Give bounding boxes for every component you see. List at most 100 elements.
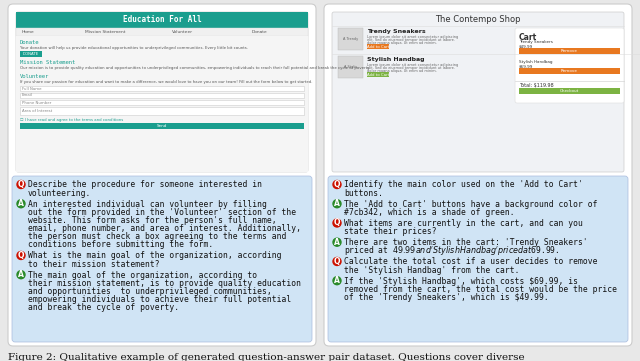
- Text: $69.99: $69.99: [519, 64, 533, 68]
- Text: email, phone number, and area of interest. Additionally,: email, phone number, and area of interes…: [28, 224, 301, 233]
- Text: elit. Sed do eiusmod tempor incididunt ut labore.: elit. Sed do eiusmod tempor incididunt u…: [367, 66, 455, 70]
- Text: What items are currently in the cart, and can you: What items are currently in the cart, an…: [344, 219, 583, 228]
- FancyBboxPatch shape: [8, 4, 316, 346]
- Text: removed from the cart, the total cost would be the price: removed from the cart, the total cost wo…: [344, 285, 617, 294]
- Bar: [367, 72, 389, 77]
- Text: If you share our passion for education and want to make a difference, we would l: If you share our passion for education a…: [20, 80, 312, 84]
- FancyBboxPatch shape: [328, 176, 628, 342]
- Text: The Contempo Shop: The Contempo Shop: [435, 16, 521, 25]
- Text: conditions before submitting the form.: conditions before submitting the form.: [28, 240, 213, 249]
- Circle shape: [17, 200, 25, 208]
- Text: Calculate the total cost if a user decides to remove: Calculate the total cost if a user decid…: [344, 257, 598, 266]
- Text: A: A: [334, 276, 340, 285]
- Text: Stylish Handbag: Stylish Handbag: [519, 60, 552, 64]
- Text: Checkout: Checkout: [560, 89, 579, 93]
- Text: A Stylis: A Stylis: [344, 65, 357, 69]
- Text: The 'Add to Cart' buttons have a background color of: The 'Add to Cart' buttons have a backgro…: [344, 200, 598, 209]
- Bar: [20, 86, 304, 91]
- Text: Email: Email: [22, 93, 33, 97]
- Text: Remove: Remove: [561, 69, 578, 73]
- Text: A: A: [18, 270, 24, 279]
- Text: Area of Interest: Area of Interest: [22, 109, 52, 113]
- Bar: [16, 28, 308, 36]
- Text: Volunteer: Volunteer: [172, 30, 193, 34]
- Text: Trendy Sneakers: Trendy Sneakers: [367, 29, 426, 34]
- Bar: [519, 88, 620, 94]
- Text: Remove: Remove: [561, 49, 578, 53]
- Circle shape: [333, 277, 341, 285]
- Circle shape: [17, 271, 25, 279]
- Text: Q: Q: [18, 251, 24, 260]
- Bar: [20, 123, 304, 129]
- Text: An interested individual can volunteer by filling: An interested individual can volunteer b…: [28, 200, 267, 209]
- Text: empowering individuals to achieve their full potential: empowering individuals to achieve their …: [28, 295, 291, 304]
- Text: Volunteer: Volunteer: [20, 74, 49, 79]
- Text: Full Name: Full Name: [22, 87, 42, 91]
- Text: Total: $119.98: Total: $119.98: [519, 83, 554, 88]
- FancyBboxPatch shape: [515, 28, 624, 103]
- Text: Cart: Cart: [519, 33, 538, 42]
- Text: Lorem ipsum dolor sit amet consectetur adipiscing: Lorem ipsum dolor sit amet consectetur a…: [367, 35, 458, 39]
- Text: The main goal of the organization, according to: The main goal of the organization, accor…: [28, 271, 257, 280]
- Text: Lorem ipsum dolor sit amet consectetur adipiscing: Lorem ipsum dolor sit amet consectetur a…: [367, 63, 458, 67]
- Text: A: A: [334, 238, 340, 247]
- Text: Figure 2: Qualitative example of generated question-answer pair dataset. Questio: Figure 2: Qualitative example of generat…: [8, 353, 525, 361]
- Text: Donate: Donate: [20, 40, 40, 45]
- Bar: [16, 12, 308, 28]
- FancyBboxPatch shape: [332, 12, 624, 172]
- Circle shape: [333, 238, 341, 246]
- Circle shape: [17, 180, 25, 188]
- Text: website. This form asks for the person's full name,: website. This form asks for the person's…: [28, 216, 276, 225]
- Bar: [20, 107, 304, 115]
- Text: $49.99: $49.99: [519, 44, 533, 48]
- Bar: [338, 28, 363, 50]
- Text: Mission Statement: Mission Statement: [20, 60, 76, 65]
- Text: to their mission statement?: to their mission statement?: [28, 260, 159, 269]
- Text: state their prices?: state their prices?: [344, 227, 436, 236]
- Bar: [20, 93, 304, 98]
- Text: the person must check a box agreeing to the terms and: the person must check a box agreeing to …: [28, 232, 286, 241]
- Text: Education For All: Education For All: [123, 16, 202, 25]
- Bar: [519, 48, 620, 54]
- Text: Send: Send: [157, 124, 167, 128]
- Text: A: A: [18, 199, 24, 208]
- Circle shape: [333, 200, 341, 208]
- Circle shape: [333, 219, 341, 227]
- Text: There are two items in the cart: 'Trendy Sneakers': There are two items in the cart: 'Trendy…: [344, 238, 588, 247]
- Text: elit. Sed do eiusmod tempor incididunt ut labore.: elit. Sed do eiusmod tempor incididunt u…: [367, 38, 455, 42]
- Text: their mission statement, is to provide quality education: their mission statement, is to provide q…: [28, 279, 301, 288]
- Text: buttons.: buttons.: [344, 188, 383, 197]
- FancyBboxPatch shape: [12, 176, 312, 342]
- FancyBboxPatch shape: [324, 4, 632, 346]
- Text: Q: Q: [333, 180, 340, 189]
- Text: and break the cycle of poverty.: and break the cycle of poverty.: [28, 303, 179, 312]
- Text: priced at $49.99 and 'Stylish Handbag' priced at $69.99.: priced at $49.99 and 'Stylish Handbag' p…: [344, 244, 559, 257]
- Text: ☐ I have read and agree to the terms and conditions: ☐ I have read and agree to the terms and…: [20, 118, 124, 122]
- Text: Q: Q: [333, 257, 340, 266]
- Text: Q: Q: [333, 218, 340, 227]
- Text: Stylish Handbag: Stylish Handbag: [367, 57, 424, 62]
- Text: #7cb342, which is a shade of green.: #7cb342, which is a shade of green.: [344, 208, 515, 217]
- FancyBboxPatch shape: [16, 12, 308, 172]
- Text: Add to Cart: Add to Cart: [367, 44, 389, 48]
- Text: and opportunities  to underprivileged communities,: and opportunities to underprivileged com…: [28, 287, 272, 296]
- Text: Phone Number: Phone Number: [22, 100, 51, 104]
- Bar: [338, 56, 363, 78]
- Text: of the 'Trendy Sneakers', which is $49.99.: of the 'Trendy Sneakers', which is $49.9…: [344, 293, 548, 302]
- Text: Our mission is to provide quality education and opportunities to underprivileged: Our mission is to provide quality educat…: [20, 66, 370, 70]
- Circle shape: [333, 257, 341, 265]
- Text: Trendy Sneakers: Trendy Sneakers: [519, 40, 553, 44]
- Bar: [16, 36, 308, 172]
- Bar: [20, 51, 42, 57]
- Text: the 'Stylish Handbag' from the cart.: the 'Stylish Handbag' from the cart.: [344, 265, 520, 274]
- Text: A Trendy: A Trendy: [343, 37, 358, 41]
- Circle shape: [333, 180, 341, 188]
- Text: Your donation will help us provide educational opportunities to underprivileged : Your donation will help us provide educa…: [20, 46, 248, 50]
- Text: Add to Cart: Add to Cart: [367, 73, 389, 77]
- Text: volunteering.: volunteering.: [28, 188, 92, 197]
- Circle shape: [17, 252, 25, 260]
- Text: dolor magna aliqua. Ut enim ad minim.: dolor magna aliqua. Ut enim ad minim.: [367, 41, 436, 45]
- Text: Mission Statement: Mission Statement: [85, 30, 125, 34]
- Text: DONATE: DONATE: [23, 52, 39, 56]
- Bar: [20, 100, 304, 105]
